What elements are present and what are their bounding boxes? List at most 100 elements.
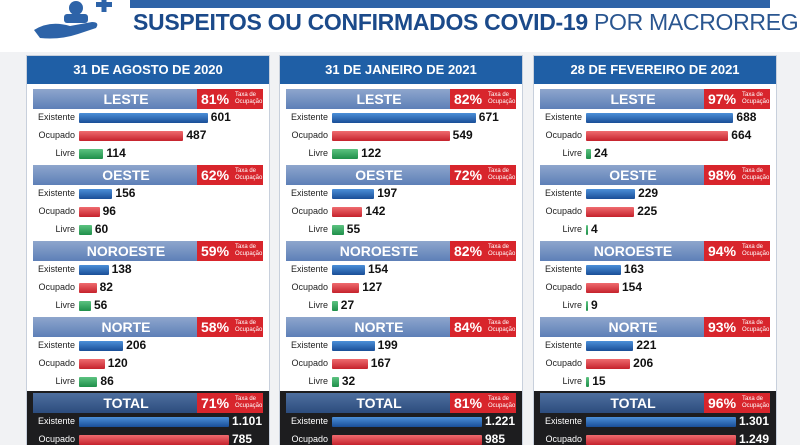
- region-header: TOTAL 71% Taxa de Ocupação: [33, 393, 263, 413]
- occupancy-badge: 96% Taxa de Ocupação: [704, 393, 770, 413]
- occupancy-badge: 81% Taxa de Ocupação: [450, 393, 516, 413]
- header: SUSPEITOS OU CONFIRMADOS COVID-19 POR MA…: [0, 0, 800, 52]
- bar-row-existente: Existente 197: [280, 186, 522, 203]
- chart-column: 28 DE FEVEREIRO DE 2021 LESTE 97% Taxa de O…: [533, 55, 777, 445]
- value-label: 127: [362, 280, 383, 294]
- occupancy-rate: 97%: [708, 91, 737, 107]
- value-label: 122: [361, 146, 382, 160]
- bar-livre: [79, 301, 91, 311]
- occupancy-badge: 62% Taxa de Ocupação: [197, 165, 263, 185]
- value-label: 197: [377, 186, 398, 200]
- bar-livre: [586, 225, 588, 235]
- bar-ocupado: [79, 207, 100, 217]
- bar-row-livre: Livre 55: [280, 222, 522, 239]
- value-label: 142: [365, 204, 386, 218]
- bar-row-ocupado: Ocupado 664: [534, 128, 776, 145]
- bar-livre: [332, 377, 339, 387]
- bar-existente: [332, 113, 476, 123]
- bar-row-ocupado: Ocupado 985: [280, 432, 522, 445]
- row-label: Livre: [55, 148, 75, 158]
- row-label: Ocupado: [38, 358, 75, 368]
- bar-row-existente: Existente 221: [534, 338, 776, 355]
- value-label: 1.101: [232, 414, 263, 428]
- value-label: 32: [341, 374, 356, 388]
- bar-row-ocupado: Ocupado 142: [280, 204, 522, 221]
- bar-row-existente: Existente 199: [280, 338, 522, 355]
- value-label: 487: [186, 128, 207, 142]
- row-label: Existente: [544, 188, 582, 198]
- value-label: 1.301: [739, 414, 770, 428]
- region-section: NORTE 93% Taxa de Ocupação Existente 221 Ocup…: [534, 315, 776, 393]
- region-name: NORTE: [608, 319, 658, 335]
- occupancy-caption: Taxa de Ocupação: [235, 168, 263, 181]
- occupancy-rate: 62%: [201, 167, 230, 183]
- value-label: 27: [340, 298, 355, 312]
- value-label: 9: [591, 298, 598, 312]
- bar-ocupado: [586, 207, 635, 217]
- occupancy-rate: 84%: [454, 319, 483, 335]
- row-label: Ocupado: [545, 130, 582, 140]
- header-strip: [130, 0, 770, 8]
- value-label: 671: [478, 110, 499, 124]
- occupancy-caption: Taxa de Ocupação: [488, 168, 516, 181]
- region-section: OESTE 98% Taxa de Ocupação Existente 229 Ocup…: [534, 163, 776, 241]
- bar-row-ocupado: Ocupado 120: [27, 356, 269, 373]
- occupancy-rate: 82%: [454, 243, 483, 259]
- bar-ocupado: [332, 283, 360, 293]
- bar-ocupado: [79, 359, 105, 369]
- bar-existente: [79, 341, 124, 351]
- value-label: 55: [346, 222, 361, 236]
- row-label: Existente: [290, 112, 328, 122]
- region-section: LESTE 82% Taxa de Ocupação Existente 671 Ocup…: [280, 87, 522, 165]
- bar-row-existente: Existente 138: [27, 262, 269, 279]
- chart-column: 31 DE AGOSTO DE 2020 LESTE 81% Taxa de Ocup…: [26, 55, 270, 445]
- region-header: OESTE 98% Taxa de Ocupação: [540, 165, 770, 185]
- occupancy-rate: 81%: [201, 91, 230, 107]
- value-label: 163: [623, 262, 644, 276]
- value-label: 56: [94, 298, 108, 312]
- row-label: Ocupado: [38, 434, 75, 444]
- row-label: Livre: [562, 376, 582, 386]
- bar-livre: [332, 225, 344, 235]
- value-label: 229: [638, 186, 659, 200]
- row-label: Existente: [37, 340, 75, 350]
- value-label: 138: [111, 262, 132, 276]
- bar-existente: [586, 113, 734, 123]
- row-label: Existente: [290, 416, 328, 426]
- bar-row-livre: Livre 4: [534, 222, 776, 239]
- region-name: LESTE: [103, 91, 149, 107]
- occupancy-rate: 94%: [708, 243, 737, 259]
- row-label: Ocupado: [291, 282, 328, 292]
- row-label: Livre: [562, 224, 582, 234]
- row-label: Livre: [562, 148, 582, 158]
- row-label: Existente: [544, 416, 582, 426]
- bar-row-livre: Livre 15: [534, 374, 776, 391]
- value-label: 154: [368, 262, 389, 276]
- bar-row-livre: Livre 56: [27, 298, 269, 315]
- title-bold: SUSPEITOS OU CONFIRMADOS COVID-19: [133, 9, 588, 35]
- occupancy-badge: 97% Taxa de Ocupação: [704, 89, 770, 109]
- bar-existente: [586, 265, 621, 275]
- region-name: LESTE: [356, 91, 402, 107]
- value-label: 1.221: [485, 414, 516, 428]
- value-label: 206: [633, 356, 654, 370]
- region-header: NORTE 58% Taxa de Ocupação: [33, 317, 263, 337]
- bar-existente: [586, 189, 636, 199]
- occupancy-rate: 59%: [201, 243, 230, 259]
- occupancy-caption: Taxa de Ocupação: [742, 168, 770, 181]
- region-header: NORTE 93% Taxa de Ocupação: [540, 317, 770, 337]
- bar-existente: [332, 265, 365, 275]
- bar-ocupado: [586, 131, 729, 141]
- region-section: NORTE 58% Taxa de Ocupação Existente 206 Ocup…: [27, 315, 269, 393]
- region-header: TOTAL 96% Taxa de Ocupação: [540, 393, 770, 413]
- row-label: Existente: [290, 188, 328, 198]
- value-label: 154: [622, 280, 643, 294]
- column-date: 31 DE AGOSTO DE 2020: [27, 56, 269, 84]
- bar-existente: [332, 189, 375, 199]
- occupancy-caption: Taxa de Ocupação: [742, 320, 770, 333]
- occupancy-badge: 93% Taxa de Ocupação: [704, 317, 770, 337]
- row-label: Ocupado: [291, 130, 328, 140]
- bar-livre: [79, 225, 92, 235]
- occupancy-rate: 81%: [454, 395, 483, 411]
- occupancy-caption: Taxa de Ocupação: [742, 396, 770, 409]
